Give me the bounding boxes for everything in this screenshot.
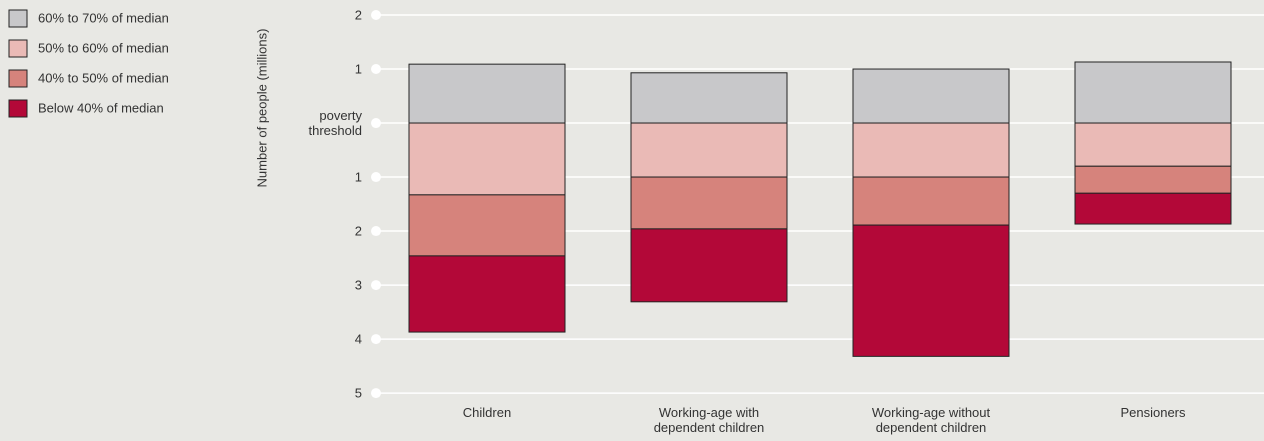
- y-tick-label: 5: [354, 385, 362, 401]
- y-tick-label: 4: [354, 331, 362, 347]
- y-tick-label: poverty threshold: [308, 108, 362, 139]
- y-tick-label: 2: [354, 7, 362, 23]
- bar-segment: [408, 63, 566, 124]
- x-tick-label: Children: [462, 405, 512, 420]
- legend-swatch: [8, 39, 28, 58]
- bar-segment: [1074, 122, 1232, 167]
- tick-dot: [371, 64, 381, 75]
- legend-label: 40% to 50% of median: [38, 70, 169, 86]
- tick-dot: [371, 226, 381, 237]
- y-tick-label: 1: [354, 169, 362, 185]
- x-tick-label: Working-age with dependent children: [653, 405, 765, 435]
- x-tick-label: Pensioners: [1120, 405, 1186, 420]
- y-axis-title: Number of people (millions): [254, 28, 270, 188]
- bar-segment: [408, 194, 566, 257]
- bar-segment: [408, 122, 566, 196]
- tick-dot: [371, 280, 381, 291]
- legend-label: 60% to 70% of median: [38, 10, 169, 26]
- bar-segment: [852, 224, 1010, 357]
- y-tick-label: 2: [354, 223, 362, 239]
- legend-label: Below 40% of median: [38, 100, 164, 116]
- bar-segment: [630, 122, 788, 178]
- tick-dot: [371, 388, 381, 399]
- tick-dot: [371, 334, 381, 345]
- bar-segment: [1074, 165, 1232, 194]
- legend-label: 50% to 60% of median: [38, 40, 169, 56]
- tick-dot: [371, 10, 381, 21]
- bar-segment: [1074, 192, 1232, 225]
- bar-segment: [1074, 61, 1232, 124]
- tick-dot: [371, 118, 381, 129]
- legend-swatch: [8, 9, 28, 28]
- y-tick-label: 3: [354, 277, 362, 293]
- legend-swatch: [8, 99, 28, 118]
- bar-segment: [630, 228, 788, 303]
- bar-segment: [852, 68, 1010, 124]
- y-tick-label: 1: [354, 61, 362, 77]
- legend-swatch: [8, 69, 28, 88]
- x-tick-label: Working-age without dependent children: [871, 405, 991, 435]
- bar-segment: [852, 122, 1010, 178]
- bar-segment: [408, 255, 566, 333]
- bar-segment: [630, 72, 788, 124]
- tick-dot: [371, 172, 381, 183]
- bar-segment: [630, 176, 788, 230]
- bar-segment: [852, 176, 1010, 226]
